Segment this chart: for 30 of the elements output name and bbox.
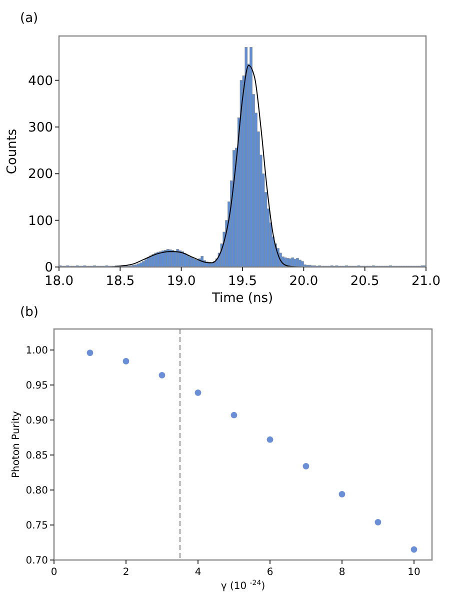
y-tick-label: 0.95: [26, 380, 48, 392]
x-tick-label: 4: [194, 567, 202, 578]
x-axis-title: γ (10 $^{-24}$): [220, 579, 266, 592]
y-tick-label: 0.90: [26, 416, 48, 426]
x-tick-label: 19.0: [166, 274, 196, 289]
chart-title: (a): [20, 11, 38, 26]
x-axis-title: Time (ns): [210, 291, 274, 306]
y-tick-label: 200: [28, 167, 53, 182]
y-axis-title: Photon Purity: [11, 410, 22, 478]
x-tick-label: 18.0: [44, 274, 74, 289]
y-tick-label: 100: [28, 214, 53, 229]
y-tick-label: 0: [44, 260, 53, 276]
x-tick-label: 20.0: [289, 274, 318, 289]
x-tick-label: 2: [122, 567, 130, 578]
x-tick-label: 21.0: [412, 274, 440, 289]
y-tick-label: 0.80: [26, 486, 48, 496]
x-tick-label: 19.5: [228, 274, 257, 289]
y-axis-title: Counts: [5, 128, 20, 174]
y-tick-label: 300: [28, 120, 53, 136]
x-tick-label: 18.5: [106, 274, 135, 289]
y-tick-label: 0.70: [26, 556, 48, 566]
y-tick-label: 400: [28, 74, 53, 89]
x-tick-label: 8: [338, 567, 346, 578]
x-tick-label: 10: [408, 567, 420, 578]
x-tick-label: 20.5: [350, 274, 380, 289]
x-tick-label: 6: [266, 567, 274, 578]
y-tick-label: 0.85: [26, 450, 48, 462]
y-tick-label: 0.75: [26, 520, 48, 532]
chart-title: (b): [20, 305, 38, 320]
y-tick-label: 1.00: [26, 346, 48, 356]
